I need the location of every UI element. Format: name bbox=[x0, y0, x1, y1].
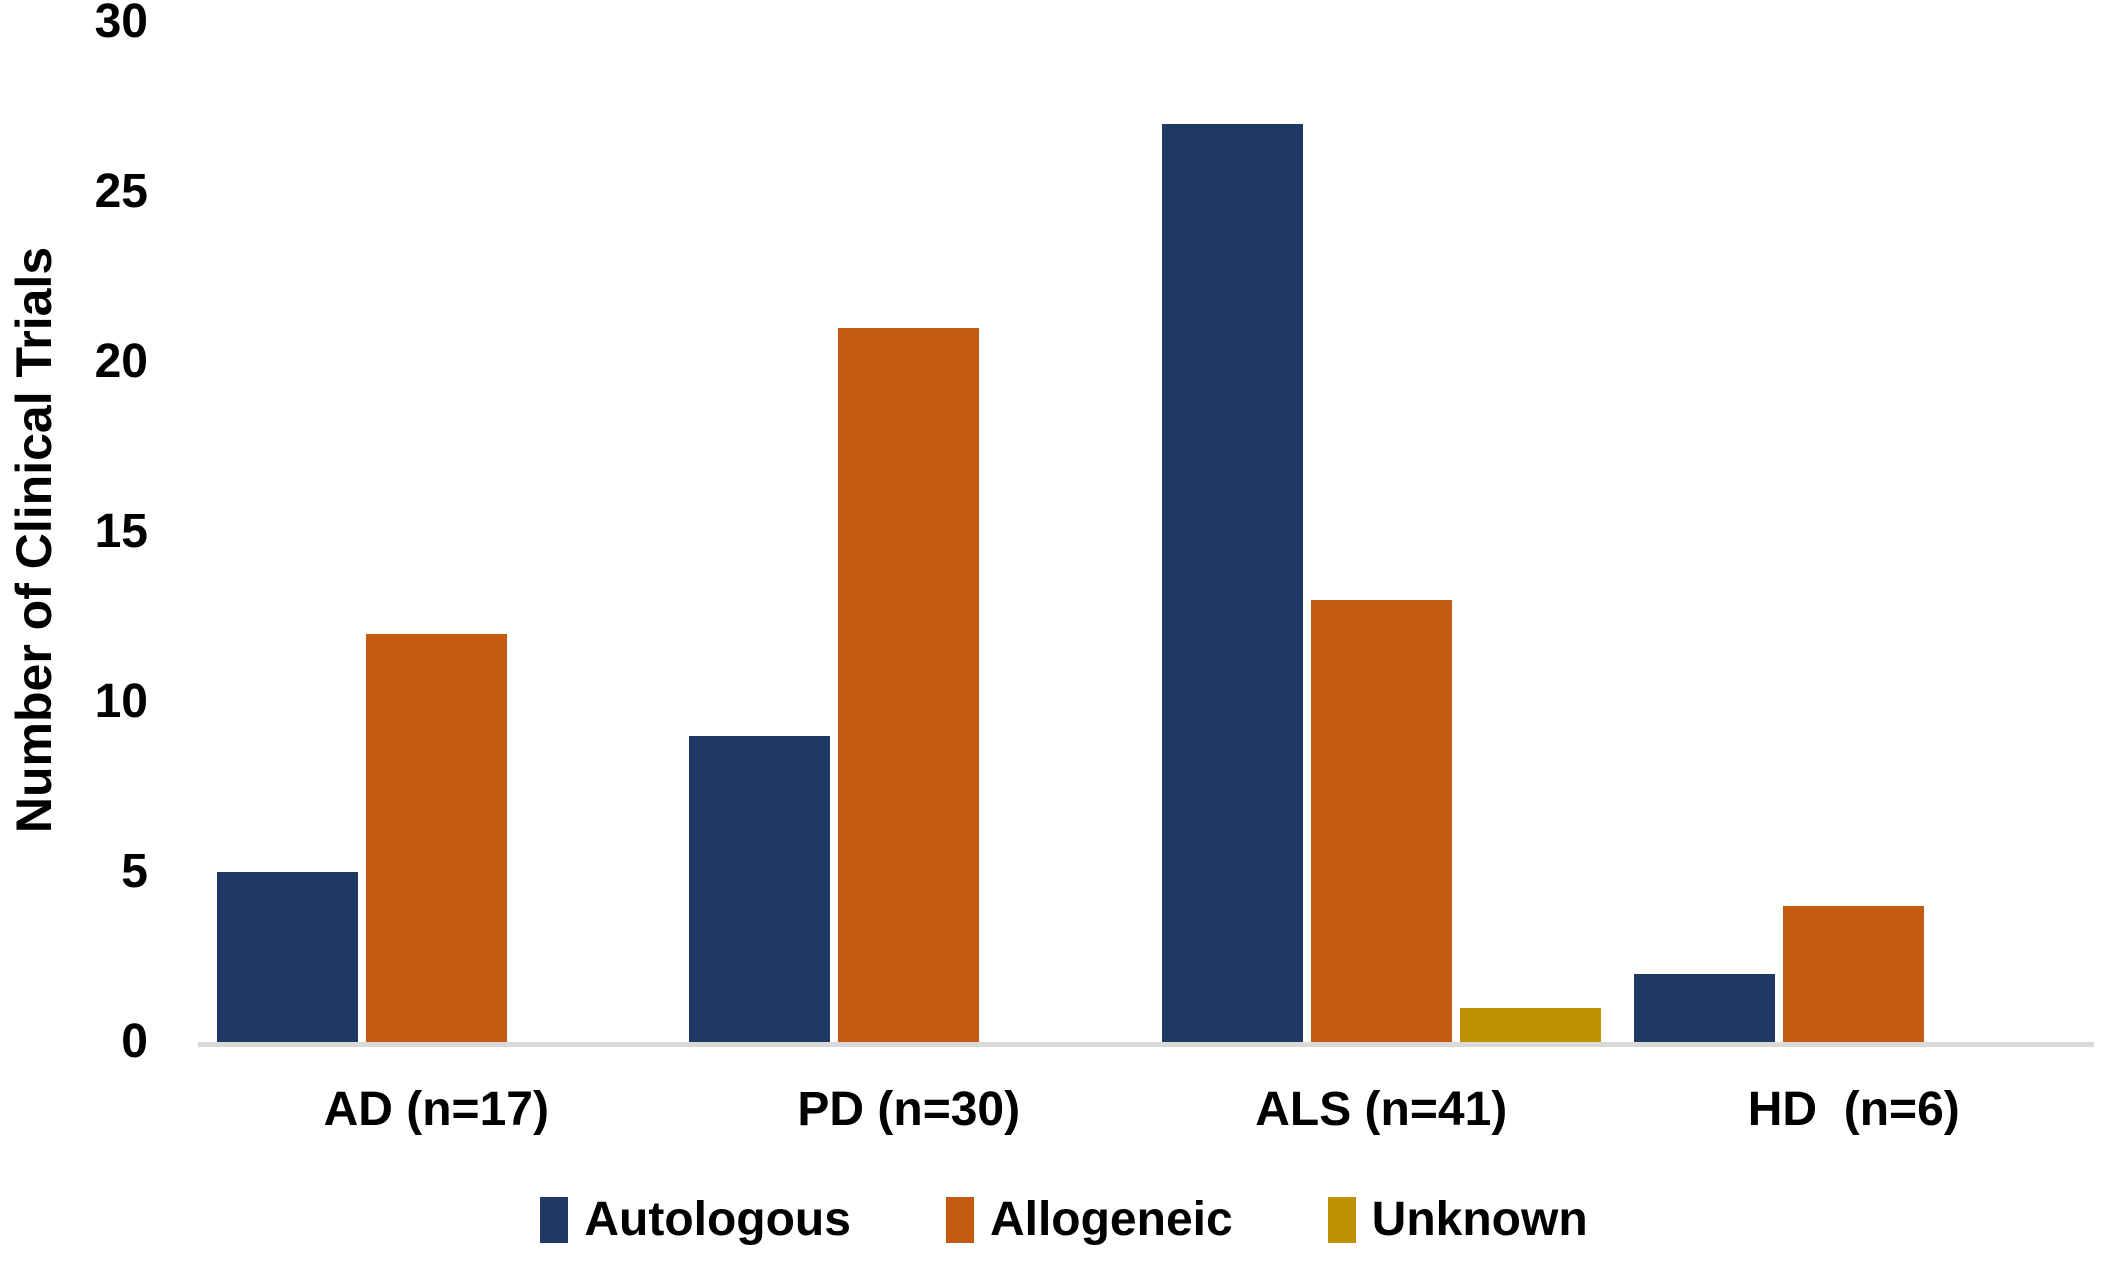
legend-marker-autologous bbox=[540, 1197, 569, 1243]
bar-autologous-als-n-41 bbox=[1161, 124, 1303, 1042]
y-tick-label-15: 15 bbox=[94, 505, 148, 558]
bar-autologous-pd-n-30 bbox=[689, 736, 831, 1042]
legend-marker-unknown bbox=[1327, 1197, 1356, 1243]
x-axis-line bbox=[198, 1042, 2094, 1047]
legend-item-allogeneic: Allogeneic bbox=[945, 1193, 1233, 1246]
bar-allogeneic-pd-n-30 bbox=[838, 328, 980, 1042]
y-tick-label-0: 0 bbox=[121, 1015, 148, 1068]
legend-marker-allogeneic bbox=[945, 1197, 974, 1243]
y-tick-label-10: 10 bbox=[94, 675, 148, 728]
legend: Autologous Allogeneic Unknown bbox=[0, 1196, 2128, 1244]
y-tick-label-25: 25 bbox=[94, 165, 148, 218]
bar-allogeneic-als-n-41 bbox=[1310, 600, 1452, 1042]
legend-item-unknown: Unknown bbox=[1327, 1193, 1588, 1246]
bar-allogeneic-ad-n-17 bbox=[365, 634, 507, 1042]
legend-label-autologous: Autologous bbox=[584, 1193, 851, 1246]
x-category-label-hd-n-6: HD (n=6) bbox=[1747, 1083, 1960, 1136]
bar-allogeneic-hd-n-6 bbox=[1783, 906, 1925, 1042]
x-category-label-als-n-41: ALS (n=41) bbox=[1255, 1083, 1508, 1136]
legend-label-allogeneic: Allogeneic bbox=[989, 1193, 1233, 1246]
legend-label-unknown: Unknown bbox=[1371, 1193, 1588, 1246]
y-tick-label-20: 20 bbox=[94, 335, 148, 388]
x-category-label-pd-n-30: PD (n=30) bbox=[797, 1083, 1021, 1136]
y-tick-label-30: 30 bbox=[94, 0, 148, 48]
legend-item-autologous: Autologous bbox=[540, 1196, 851, 1244]
bar-autologous-hd-n-6 bbox=[1634, 974, 1776, 1042]
y-tick-label-5: 5 bbox=[121, 845, 148, 898]
bar-unknown-als-n-41 bbox=[1459, 1008, 1601, 1042]
x-category-label-ad-n-17: AD (n=17) bbox=[323, 1083, 549, 1136]
bar-autologous-ad-n-17 bbox=[216, 872, 358, 1042]
